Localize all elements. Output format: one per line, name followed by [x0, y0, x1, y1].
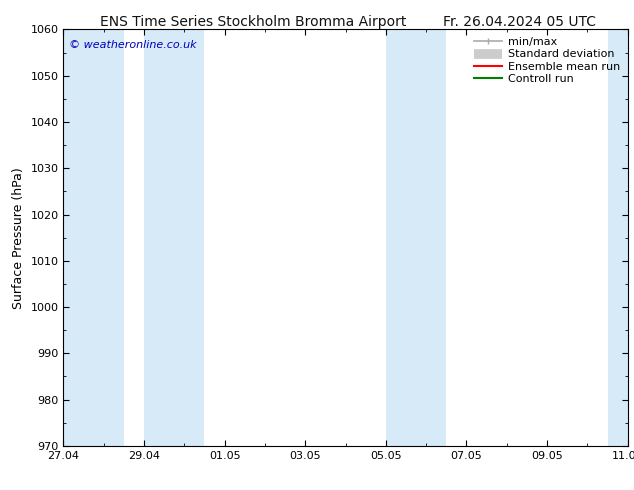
Y-axis label: Surface Pressure (hPa): Surface Pressure (hPa) [12, 167, 25, 309]
Text: © weatheronline.co.uk: © weatheronline.co.uk [69, 40, 197, 50]
Legend: min/max, Standard deviation, Ensemble mean run, Controll run: min/max, Standard deviation, Ensemble me… [472, 35, 622, 86]
Text: ENS Time Series Stockholm Bromma Airport: ENS Time Series Stockholm Bromma Airport [100, 15, 407, 29]
Text: Fr. 26.04.2024 05 UTC: Fr. 26.04.2024 05 UTC [443, 15, 597, 29]
Bar [607, 29, 628, 446]
Bar [63, 29, 124, 446]
Bar [144, 29, 204, 446]
Bar [386, 29, 446, 446]
